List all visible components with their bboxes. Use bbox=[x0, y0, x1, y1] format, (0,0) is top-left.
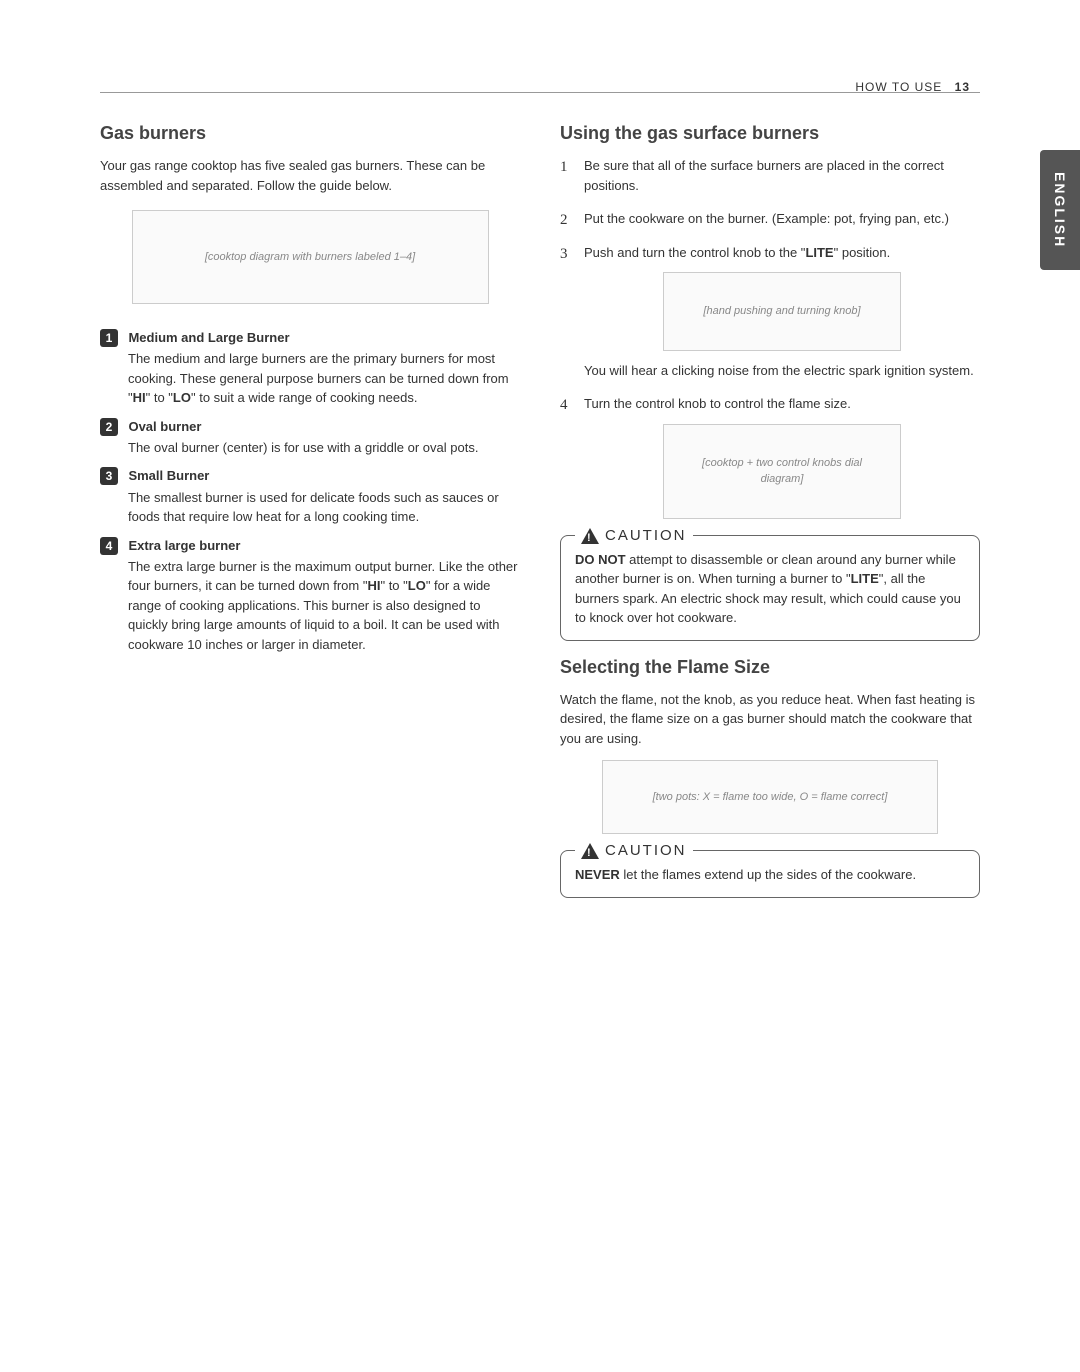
language-tab: ENGLISH bbox=[1040, 150, 1080, 270]
burner-2-desc: The oval burner (center) is for use with… bbox=[128, 438, 520, 458]
knob-push-diagram: [hand pushing and turning knob] bbox=[584, 272, 980, 351]
step-3: Push and turn the control knob to the "L… bbox=[560, 243, 980, 381]
flame-size-intro: Watch the flame, not the knob, as you re… bbox=[560, 690, 980, 749]
step-2: Put the cookware on the burner. (Example… bbox=[560, 209, 980, 229]
warning-icon bbox=[581, 528, 599, 544]
using-burners-heading: Using the gas surface burners bbox=[560, 123, 980, 144]
burner-2: 2 Oval burner The oval burner (center) i… bbox=[100, 418, 520, 458]
burner-2-number: 2 bbox=[100, 418, 118, 436]
page-header: HOW TO USE 13 bbox=[855, 80, 970, 94]
cooktop-diagram: [cooktop diagram with burners labeled 1–… bbox=[100, 210, 520, 304]
step-3-text-b: " position. bbox=[834, 245, 891, 260]
burner-4-title: Extra large burner bbox=[128, 538, 240, 553]
burner-2-title: Oval burner bbox=[128, 419, 201, 434]
burner-1-lo: LO bbox=[173, 390, 191, 405]
burner-4-desc: The extra large burner is the maximum ou… bbox=[128, 557, 520, 655]
caution-2-bold: NEVER bbox=[575, 867, 620, 882]
step-4-text: Turn the control knob to control the fla… bbox=[584, 396, 851, 411]
cooktop-diagram-img: [cooktop diagram with burners labeled 1–… bbox=[132, 210, 489, 304]
burner-3-number: 3 bbox=[100, 467, 118, 485]
burner-1-desc-b: " to " bbox=[146, 390, 173, 405]
burner-3: 3 Small Burner The smallest burner is us… bbox=[100, 467, 520, 526]
burner-1-title: Medium and Large Burner bbox=[128, 330, 289, 345]
manual-page: HOW TO USE 13 ENGLISH Gas burners Your g… bbox=[0, 0, 1080, 954]
burner-1-number: 1 bbox=[100, 329, 118, 347]
caution-disassemble: CAUTION DO NOT attempt to disassemble or… bbox=[560, 535, 980, 641]
caution-1-lite: LITE bbox=[851, 571, 879, 586]
burner-1: 1 Medium and Large Burner The medium and… bbox=[100, 329, 520, 408]
burner-1-desc-c: " to suit a wide range of cooking needs. bbox=[191, 390, 417, 405]
gas-burners-heading: Gas burners bbox=[100, 123, 520, 144]
warning-icon bbox=[581, 843, 599, 859]
flame-size-diagram: [two pots: X = flame too wide, O = flame… bbox=[560, 760, 980, 834]
burner-1-desc: The medium and large burners are the pri… bbox=[128, 349, 520, 408]
burner-4: 4 Extra large burner The extra large bur… bbox=[100, 537, 520, 655]
section-label: HOW TO USE bbox=[855, 80, 942, 94]
burner-1-hi: HI bbox=[133, 390, 146, 405]
usage-steps: Be sure that all of the surface burners … bbox=[560, 156, 980, 519]
left-column: Gas burners Your gas range cooktop has f… bbox=[100, 123, 520, 914]
burner-3-title: Small Burner bbox=[128, 469, 209, 484]
caution-2-title: CAUTION bbox=[575, 840, 693, 863]
burner-4-lo: LO bbox=[408, 578, 426, 593]
knob-push-diagram-img: [hand pushing and turning knob] bbox=[663, 272, 901, 351]
burner-4-hi: HI bbox=[367, 578, 380, 593]
page-number: 13 bbox=[955, 80, 970, 94]
caution-2-label: CAUTION bbox=[605, 840, 687, 863]
step-1: Be sure that all of the surface burners … bbox=[560, 156, 980, 195]
knob-dial-diagram: [cooktop + two control knobs dial diagra… bbox=[584, 424, 980, 519]
gas-burners-intro: Your gas range cooktop has five sealed g… bbox=[100, 156, 520, 195]
step-3-after: You will hear a clicking noise from the … bbox=[584, 361, 980, 381]
caution-1-bold: DO NOT bbox=[575, 552, 626, 567]
caution-1-title: CAUTION bbox=[575, 525, 693, 548]
caution-1-label: CAUTION bbox=[605, 525, 687, 548]
right-column: Using the gas surface burners Be sure th… bbox=[560, 123, 980, 914]
content-columns: Gas burners Your gas range cooktop has f… bbox=[100, 123, 980, 914]
caution-flame: CAUTION NEVER let the flames extend up t… bbox=[560, 850, 980, 898]
caution-2-text: let the flames extend up the sides of th… bbox=[620, 867, 916, 882]
step-3-text-a: Push and turn the control knob to the " bbox=[584, 245, 805, 260]
burner-3-desc: The smallest burner is used for delicate… bbox=[128, 488, 520, 527]
burner-4-number: 4 bbox=[100, 537, 118, 555]
flame-size-heading: Selecting the Flame Size bbox=[560, 657, 980, 678]
step-4: Turn the control knob to control the fla… bbox=[560, 394, 980, 519]
flame-size-diagram-img: [two pots: X = flame too wide, O = flame… bbox=[602, 760, 938, 834]
header-rule bbox=[100, 92, 980, 93]
knob-dial-diagram-img: [cooktop + two control knobs dial diagra… bbox=[663, 424, 901, 519]
step-3-lite: LITE bbox=[805, 245, 833, 260]
burner-4-desc-b: " to " bbox=[380, 578, 407, 593]
